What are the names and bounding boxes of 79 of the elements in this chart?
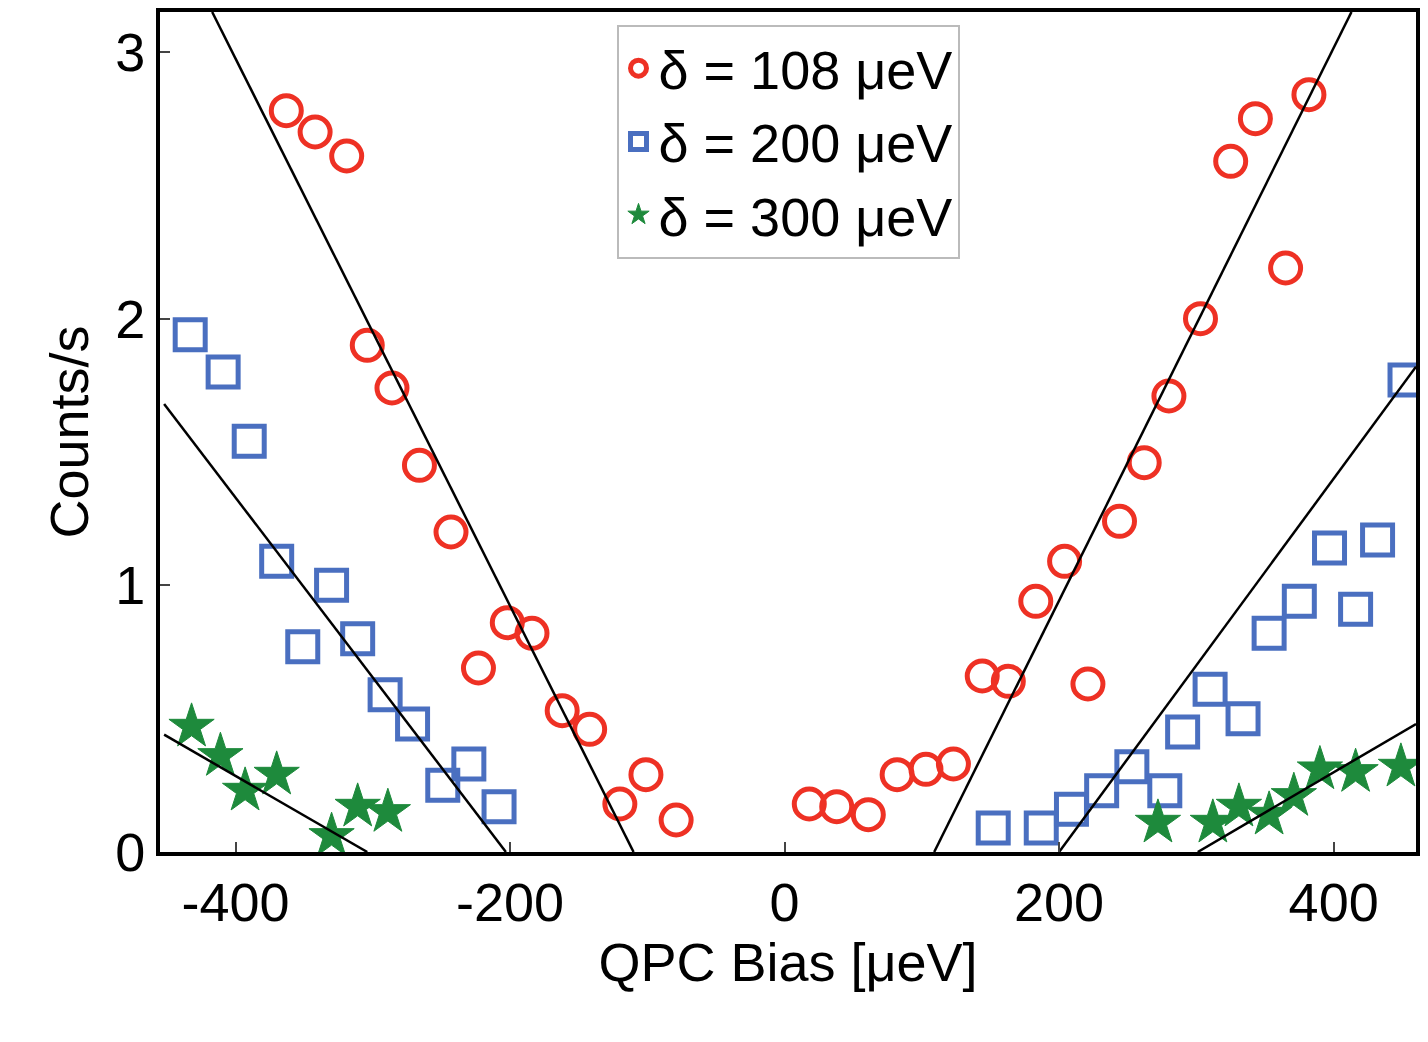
- point: [1053, 791, 1089, 827]
- point: [231, 423, 267, 459]
- point: [1134, 798, 1182, 843]
- point: [1018, 583, 1054, 619]
- point: [367, 677, 403, 713]
- point: [1251, 615, 1287, 651]
- x-tick-label: 400: [1288, 871, 1379, 932]
- point: [489, 605, 525, 641]
- point: [850, 797, 886, 833]
- y-tick-label: 1: [115, 555, 146, 616]
- point: [602, 786, 638, 822]
- x-tick-label: 200: [1014, 871, 1105, 932]
- point: [819, 789, 855, 825]
- point: [425, 767, 461, 803]
- point: [628, 757, 664, 793]
- point: [990, 663, 1026, 699]
- point: [1215, 782, 1263, 827]
- point: [205, 354, 241, 390]
- point: [1114, 749, 1150, 785]
- y-tick-label: 2: [115, 288, 146, 349]
- point: [451, 746, 487, 782]
- point: [572, 711, 608, 747]
- point: [1338, 591, 1374, 627]
- point: [1360, 522, 1396, 558]
- point: [1225, 701, 1261, 737]
- point: [1102, 503, 1137, 539]
- point: [460, 650, 496, 686]
- point: [172, 317, 208, 353]
- y-tick-label: 0: [115, 821, 146, 882]
- point: [259, 543, 295, 579]
- point: [514, 615, 550, 651]
- x-tick-label: -200: [455, 871, 565, 932]
- point: [1147, 773, 1183, 809]
- point: [329, 138, 365, 174]
- point: [544, 693, 580, 729]
- point: [791, 786, 827, 822]
- point: [1084, 773, 1120, 809]
- point: [1183, 301, 1218, 337]
- point: [334, 782, 381, 827]
- point: [1237, 101, 1273, 137]
- point: [253, 750, 300, 795]
- point: [1291, 77, 1327, 113]
- point: [908, 751, 944, 787]
- legend-label: δ = 200 μeV: [658, 113, 953, 174]
- point: [349, 327, 385, 363]
- point: [1213, 143, 1249, 179]
- point: [879, 757, 915, 793]
- legend-label: δ = 108 μeV: [658, 40, 953, 101]
- x-axis-title: QPC Bias [μeV]: [598, 931, 978, 992]
- point: [658, 802, 694, 838]
- y-tick-label: 3: [115, 21, 146, 82]
- legend-label: δ = 300 μeV: [658, 186, 953, 247]
- point: [268, 93, 304, 129]
- point: [433, 514, 469, 550]
- point: [314, 567, 350, 603]
- y-axis-title: Counts/s: [39, 325, 100, 539]
- point: [1281, 583, 1317, 619]
- point: [975, 810, 1011, 846]
- point: [395, 706, 431, 742]
- point: [374, 370, 410, 406]
- point: [297, 114, 333, 150]
- point: [481, 789, 517, 825]
- point: [401, 447, 437, 483]
- point: [1312, 530, 1348, 566]
- point: [935, 746, 971, 782]
- point: [168, 702, 215, 747]
- point: [197, 731, 244, 776]
- point: [340, 621, 376, 657]
- point: [1151, 378, 1187, 414]
- point: [285, 629, 321, 665]
- point: [1023, 810, 1059, 846]
- point: [1070, 666, 1106, 702]
- point: [1268, 250, 1304, 286]
- x-tick-label: 0: [769, 871, 800, 932]
- point: [964, 658, 1000, 694]
- point: [1192, 671, 1228, 707]
- point: [1296, 745, 1344, 790]
- point: [1165, 714, 1201, 750]
- x-tick-label: -400: [181, 871, 290, 932]
